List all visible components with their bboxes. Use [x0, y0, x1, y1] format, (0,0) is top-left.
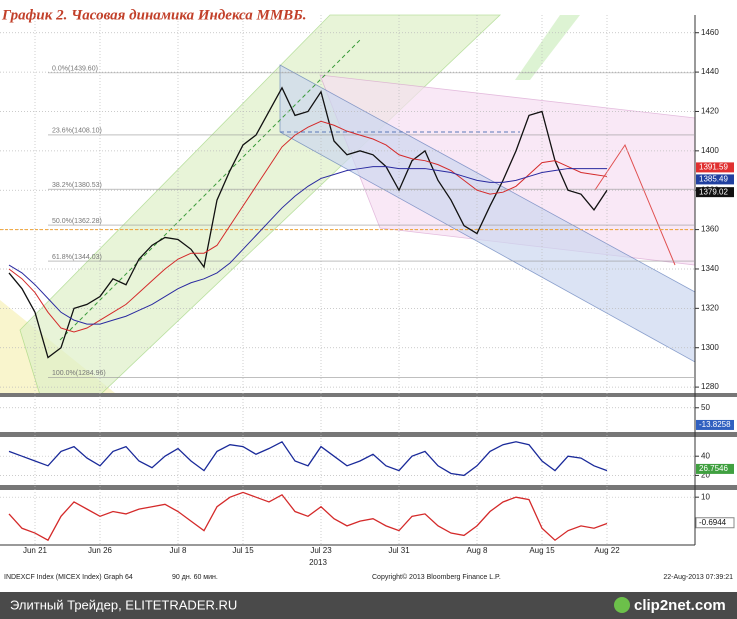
y-tick-label: 1320 — [701, 303, 719, 312]
y-tick-label: 1420 — [701, 107, 719, 116]
x-tick-label: Aug 8 — [467, 546, 488, 555]
series-line — [8, 120, 608, 333]
watermark-site: Элитный Трейдер, ELITETRADER.RU — [10, 597, 237, 612]
price-tag — [696, 463, 734, 474]
y-tick-label: 1340 — [701, 264, 719, 273]
panel-separator — [0, 432, 737, 437]
x-tick-label: Aug 15 — [529, 546, 555, 555]
footer-timestamp: 22-Aug-2013 07:39:21 — [663, 574, 733, 581]
price-tag — [696, 187, 734, 198]
y-tick-label: 50 — [701, 403, 710, 412]
y-tick-label: 20 — [701, 471, 710, 480]
watermark-logo: clip2net.com — [634, 597, 726, 614]
series-line — [8, 491, 608, 542]
price-tag — [696, 162, 734, 173]
y-tick-label: 1400 — [701, 146, 719, 155]
price-tag — [696, 419, 734, 430]
price-tag-label: 1379.02 — [699, 187, 728, 196]
fib-label: 0.0%(1439.60) — [52, 66, 98, 73]
y-tick-label: 1440 — [701, 67, 719, 76]
price-tag-label: 1391.59 — [699, 163, 728, 172]
footer-period: 90 дн. 60 мин. — [172, 574, 218, 581]
price-tag-label: 26.7546 — [699, 464, 728, 473]
x-tick-label: Jul 31 — [388, 546, 410, 555]
title: График 2. Часовая динамика Индекса ММВБ. — [1, 7, 306, 23]
y-tick-label: 10 — [701, 492, 710, 501]
series-line — [8, 166, 607, 325]
price-tag-label: 1385.49 — [699, 175, 728, 184]
y-tick-label: 1300 — [701, 343, 719, 352]
price-tag — [695, 517, 735, 529]
panel-separator — [0, 485, 737, 490]
y-tick-label: 1280 — [701, 382, 719, 391]
x-tick-label: Jul 8 — [170, 546, 187, 555]
series-line — [8, 440, 608, 477]
price-tag — [696, 174, 734, 185]
x-tick-label: Aug 22 — [594, 546, 620, 555]
footer-copyright: Copyright© 2013 Bloomberg Finance L.P. — [372, 573, 501, 581]
fib-label: 100.0%(1284.96) — [52, 370, 106, 377]
price-tag-label: -0.6944 — [699, 518, 727, 527]
y-tick-label: 40 — [701, 451, 710, 460]
x-tick-label: Jul 23 — [310, 546, 332, 555]
x-tick-label: Jul 15 — [232, 546, 254, 555]
series-line — [8, 86, 608, 359]
fib-label: 23.6%(1408.10) — [52, 128, 102, 135]
panel-separator — [0, 393, 737, 397]
fib-label: 61.8%(1344.03) — [52, 254, 102, 261]
x-tick-label: Jun 26 — [88, 546, 113, 555]
fib-label: 50.0%(1362.28) — [52, 218, 102, 225]
footer-ticker: INDEXCF Index (MICEX Index) Graph 64 — [4, 574, 133, 581]
fib-label: 38.2%(1380.53) — [52, 182, 102, 189]
green-channel-2 — [515, 15, 580, 80]
price-tag-label: -13.8258 — [699, 420, 731, 429]
x-tick-label: Jun 21 — [23, 546, 48, 555]
logo-icon — [614, 597, 630, 613]
year-label: 2013 — [309, 558, 327, 567]
y-tick-label: 1460 — [701, 28, 719, 37]
y-tick-label: 1360 — [701, 225, 719, 234]
